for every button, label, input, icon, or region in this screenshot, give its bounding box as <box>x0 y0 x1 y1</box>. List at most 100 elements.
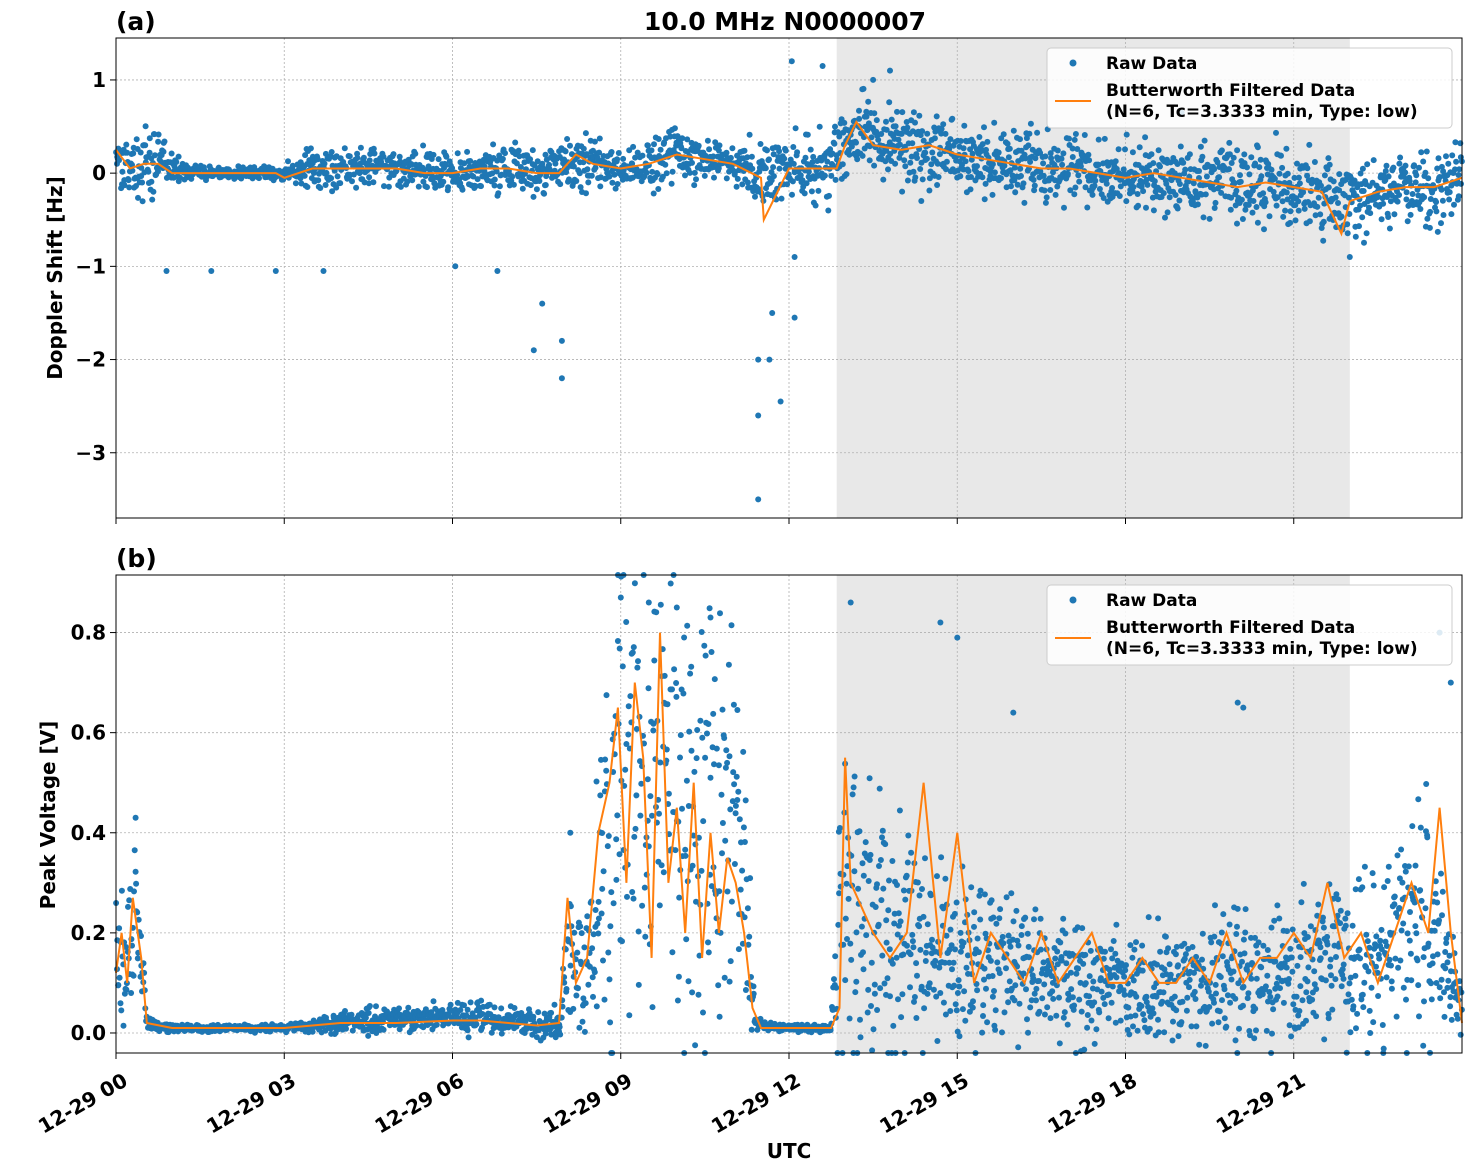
raw-data-point <box>739 867 746 874</box>
raw-data-point <box>704 137 711 144</box>
raw-data-point <box>1278 152 1284 159</box>
raw-data-point <box>1306 218 1313 225</box>
raw-data-point <box>597 792 604 799</box>
raw-data-point <box>770 164 777 171</box>
raw-data-point <box>951 982 958 989</box>
raw-data-point <box>1234 905 1241 912</box>
raw-data-point <box>695 142 702 149</box>
raw-data-point <box>1037 946 1044 953</box>
raw-data-point <box>1328 982 1335 989</box>
raw-data-point <box>654 171 661 178</box>
raw-data-point <box>778 195 785 202</box>
raw-data-point <box>685 978 692 985</box>
raw-data-point <box>868 959 875 966</box>
raw-data-point <box>832 176 839 183</box>
raw-data-point <box>366 174 373 181</box>
raw-data-point <box>435 156 442 163</box>
raw-data-point <box>731 861 738 867</box>
raw-data-point <box>118 1007 125 1014</box>
raw-data-point <box>1189 944 1196 950</box>
raw-data-point <box>1224 992 1231 999</box>
raw-data-point <box>1356 946 1363 953</box>
raw-data-point <box>1333 891 1340 898</box>
raw-data-point <box>491 176 498 183</box>
raw-data-point <box>1162 214 1168 221</box>
raw-data-point <box>1254 219 1261 226</box>
raw-data-point <box>928 161 935 168</box>
raw-data-point <box>1447 1003 1454 1010</box>
raw-data-point <box>979 141 986 148</box>
raw-data-point <box>529 147 536 154</box>
raw-data-point <box>728 622 735 629</box>
raw-data-point <box>947 926 954 933</box>
raw-data-point <box>1306 141 1313 148</box>
raw-data-point <box>551 1001 558 1008</box>
raw-data-point <box>1176 197 1183 204</box>
raw-data-point <box>735 788 742 795</box>
raw-data-point <box>542 182 549 188</box>
raw-data-point <box>854 156 861 163</box>
raw-data-point <box>1439 888 1446 895</box>
raw-data-point <box>981 124 987 131</box>
raw-data-point <box>454 150 461 157</box>
raw-data-point <box>924 130 931 137</box>
raw-data-point <box>826 192 832 199</box>
raw-data-point <box>1018 147 1025 154</box>
raw-data-point <box>1012 982 1019 989</box>
raw-data-point <box>770 173 777 180</box>
raw-data-point <box>1242 929 1249 936</box>
raw-data-point <box>668 180 675 187</box>
raw-data-point <box>962 158 969 165</box>
raw-data-point <box>1409 191 1416 197</box>
raw-data-point <box>1257 156 1264 163</box>
raw-data-point <box>897 918 904 925</box>
raw-data-point <box>889 142 896 149</box>
raw-data-point <box>605 833 612 839</box>
raw-data-point <box>852 989 859 996</box>
raw-data-point <box>603 692 610 699</box>
raw-data-outlier <box>617 594 624 601</box>
raw-data-point <box>607 1019 614 1026</box>
raw-data-point <box>1390 164 1397 171</box>
raw-data-point <box>513 160 520 167</box>
raw-data-point <box>1008 890 1015 897</box>
raw-data-point <box>1161 1029 1168 1036</box>
raw-data-point <box>1443 153 1449 160</box>
raw-data-point <box>1015 942 1022 949</box>
raw-data-point <box>1353 1025 1359 1032</box>
raw-data-point <box>1359 165 1366 172</box>
raw-data-point <box>673 680 680 686</box>
raw-data-point <box>1209 1020 1216 1027</box>
raw-data-point <box>1226 921 1233 928</box>
raw-data-point <box>366 157 373 164</box>
raw-data-point <box>1233 931 1240 937</box>
raw-data-point <box>1062 930 1069 937</box>
raw-data-point <box>722 837 729 844</box>
raw-data-outlier <box>1240 704 1247 711</box>
raw-data-point <box>1101 135 1108 142</box>
raw-data-point <box>1280 213 1287 220</box>
raw-data-point <box>957 929 964 936</box>
raw-data-point <box>688 747 695 754</box>
raw-data-point <box>1400 920 1407 927</box>
raw-data-point <box>1081 132 1088 138</box>
raw-data-point <box>661 672 668 679</box>
raw-data-point <box>887 993 893 1000</box>
raw-data-point <box>1434 951 1441 958</box>
raw-data-point <box>1212 902 1218 909</box>
raw-data-point <box>1101 1001 1108 1008</box>
raw-data-point <box>1360 188 1367 194</box>
raw-data-point <box>831 976 837 983</box>
raw-data-point <box>1123 198 1130 205</box>
raw-data-point <box>1317 211 1324 218</box>
raw-data-point <box>1248 154 1255 161</box>
raw-data-point <box>918 198 925 204</box>
raw-data-point <box>1052 191 1059 198</box>
raw-data-point <box>474 176 481 183</box>
raw-data-point <box>150 188 157 195</box>
raw-data-outlier <box>766 356 773 363</box>
raw-data-point <box>1304 165 1311 172</box>
raw-data-point <box>1142 134 1149 141</box>
raw-data-point <box>885 166 891 173</box>
raw-data-point <box>883 917 890 924</box>
